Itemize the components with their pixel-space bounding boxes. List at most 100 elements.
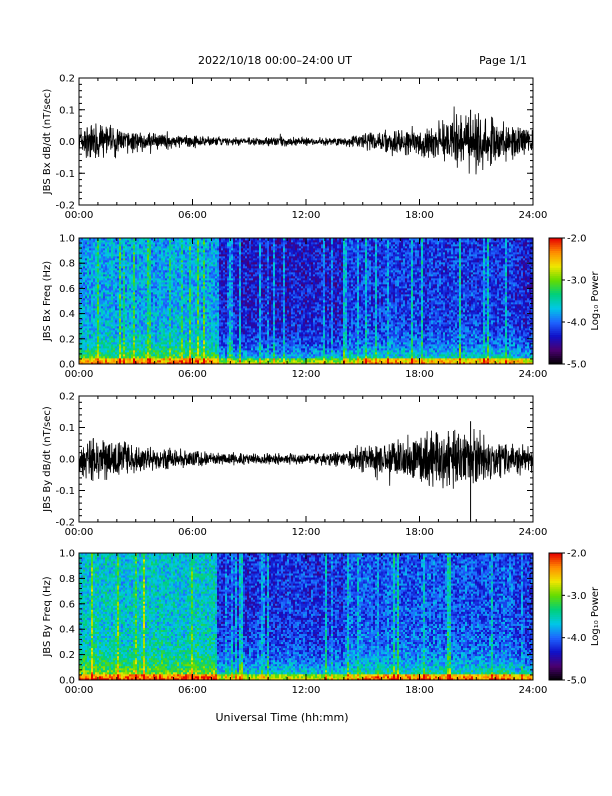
spectrogram-cell <box>91 254 93 256</box>
spectrogram-cell <box>87 308 89 310</box>
spectrogram-cell <box>119 338 121 340</box>
spectrogram-cell <box>85 328 87 330</box>
spectrogram-cell <box>119 308 121 310</box>
spectrogram-cell <box>129 338 131 340</box>
spectrogram-cell <box>95 256 97 258</box>
spectrogram-cell <box>115 246 117 248</box>
spectrogram-cell <box>101 344 103 346</box>
spectrogram-cell <box>105 352 107 354</box>
spectrogram-cell <box>125 360 127 362</box>
spectrogram-cell <box>97 246 99 248</box>
spectrogram-cell <box>127 274 129 276</box>
spectrogram-cell <box>125 320 127 322</box>
spectrogram-cell <box>101 248 103 250</box>
spectrogram-cell <box>117 258 119 260</box>
spectrogram-cell <box>127 286 129 288</box>
spectrogram-cell <box>117 242 119 244</box>
spectrogram-cell <box>101 350 103 352</box>
spectrogram-cell <box>125 312 127 314</box>
spectrogram-cell <box>113 286 115 288</box>
spectrogram-cell <box>83 268 85 270</box>
spectrogram-cell <box>109 242 111 244</box>
spectrogram-cell <box>127 284 129 286</box>
spectrogram-cell <box>99 244 101 246</box>
spectrogram-cell <box>115 302 117 304</box>
spectrogram-cell <box>95 338 97 340</box>
spectrogram-cell <box>93 262 95 264</box>
spectrogram-cell <box>99 248 101 250</box>
spectrogram-cell <box>103 312 105 314</box>
spectrogram-cell <box>121 292 123 294</box>
spectrogram-cell <box>89 320 91 322</box>
spectrogram-cell <box>125 256 127 258</box>
spectrogram-cell <box>91 358 93 360</box>
spectrogram-cell <box>115 270 117 272</box>
spectrogram-cell <box>87 278 89 280</box>
spectrogram-cell <box>111 288 113 290</box>
spectrogram-cell <box>109 300 111 302</box>
spectrogram-cell <box>121 308 123 310</box>
spectrogram-cell <box>121 356 123 358</box>
spectrogram-cell <box>129 358 131 360</box>
spectrogram-cell <box>87 306 89 308</box>
spectrogram-cell <box>93 336 95 338</box>
spectrogram-cell <box>95 322 97 324</box>
spectrogram-cell <box>119 358 121 360</box>
spectrogram-cell <box>105 256 107 258</box>
spectrogram-cell <box>89 304 91 306</box>
spectrogram-cell <box>109 272 111 274</box>
spectrogram-cell <box>123 328 125 330</box>
spectrogram-cell <box>81 324 83 326</box>
spectrogram-cell <box>127 336 129 338</box>
spectrogram-cell <box>129 332 131 334</box>
spectrogram-cell <box>121 268 123 270</box>
spectrogram-cell <box>121 332 123 334</box>
spectrogram-cell <box>81 250 83 252</box>
spectrogram-cell <box>89 344 91 346</box>
spectrogram-cell <box>111 318 113 320</box>
spectrogram-cell <box>101 358 103 360</box>
spectrogram-cell <box>129 360 131 362</box>
spectrogram-cell <box>111 300 113 302</box>
spectrogram-cell <box>101 352 103 354</box>
spectrogram-cell <box>101 304 103 306</box>
spectrogram-cell <box>81 304 83 306</box>
spectrogram-cell <box>105 358 107 360</box>
spectrogram-cell <box>119 316 121 318</box>
spectrogram-cell <box>83 250 85 252</box>
spectrogram-cell <box>99 302 101 304</box>
spectrogram-cell <box>115 292 117 294</box>
spectrogram-cell <box>99 322 101 324</box>
spectrogram-cell <box>87 310 89 312</box>
spectrogram-cell <box>109 260 111 262</box>
spectrogram-cell <box>103 358 105 360</box>
spectrogram-cell <box>117 300 119 302</box>
spectrogram-cell <box>109 312 111 314</box>
spectrogram-cell <box>89 326 91 328</box>
spectrogram-cell <box>123 308 125 310</box>
spectrogram-cell <box>91 310 93 312</box>
spectrogram-cell <box>129 344 131 346</box>
spectrogram-cell <box>115 268 117 270</box>
spectrogram-cell <box>91 296 93 298</box>
spectrogram-cell <box>91 326 93 328</box>
spectrogram-cell <box>105 300 107 302</box>
spectrogram-cell <box>85 342 87 344</box>
spectrogram-cell <box>125 356 127 358</box>
spectrogram-cell <box>109 354 111 356</box>
spectrogram-cell <box>129 330 131 332</box>
spectrogram-cell <box>121 322 123 324</box>
spectrogram-cell <box>117 260 119 262</box>
spectrogram-cell <box>101 322 103 324</box>
spectrogram-cell <box>81 264 83 266</box>
spectrogram-cell <box>113 334 115 336</box>
spectrogram-cell <box>101 356 103 358</box>
spectrogram-cell <box>87 294 89 296</box>
spectrogram-cell <box>91 346 93 348</box>
spectrogram-cell <box>91 298 93 300</box>
spectrogram-cell <box>121 240 123 242</box>
spectrogram-cell <box>89 322 91 324</box>
spectrogram-cell <box>117 322 119 324</box>
spectrogram-cell <box>101 336 103 338</box>
spectrogram-cell <box>127 354 129 356</box>
